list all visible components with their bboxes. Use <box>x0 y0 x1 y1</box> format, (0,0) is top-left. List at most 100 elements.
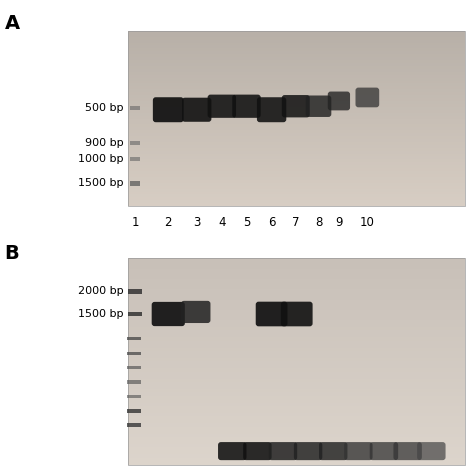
Bar <box>128 313 465 317</box>
Bar <box>128 148 465 151</box>
Bar <box>128 399 465 403</box>
Bar <box>128 92 465 95</box>
Bar <box>128 174 465 177</box>
Bar <box>130 181 140 186</box>
Bar <box>128 430 465 434</box>
Bar <box>128 265 465 269</box>
Bar <box>128 372 465 375</box>
FancyBboxPatch shape <box>393 442 422 460</box>
Text: 10: 10 <box>360 216 375 228</box>
Bar <box>128 72 465 75</box>
Bar <box>128 382 465 385</box>
Bar <box>128 203 465 206</box>
Bar <box>128 159 465 163</box>
Bar <box>128 355 465 358</box>
Bar <box>128 307 465 310</box>
Bar <box>128 46 465 48</box>
Bar <box>128 116 465 118</box>
FancyBboxPatch shape <box>282 95 310 118</box>
Bar <box>128 163 465 165</box>
FancyBboxPatch shape <box>218 442 246 460</box>
Bar <box>128 410 465 413</box>
Bar <box>128 396 465 399</box>
Bar <box>127 395 141 398</box>
FancyBboxPatch shape <box>328 91 350 110</box>
Bar <box>128 440 465 444</box>
Bar <box>128 104 465 107</box>
Bar <box>128 177 465 180</box>
Bar <box>127 409 141 413</box>
Bar <box>128 327 465 330</box>
Bar <box>128 341 465 344</box>
Bar <box>128 89 465 92</box>
Text: 1500 bp: 1500 bp <box>78 309 123 319</box>
Bar <box>128 324 465 327</box>
Bar <box>128 154 465 156</box>
Bar <box>128 300 465 303</box>
Text: B: B <box>5 244 19 263</box>
Text: 9: 9 <box>335 216 343 228</box>
Bar <box>128 83 465 86</box>
Bar <box>128 128 465 130</box>
Bar <box>130 141 140 145</box>
Bar <box>128 180 465 183</box>
Bar <box>128 368 465 372</box>
FancyBboxPatch shape <box>370 442 398 460</box>
Text: 1500 bp: 1500 bp <box>78 178 123 188</box>
Bar <box>128 133 465 136</box>
Bar <box>128 183 465 186</box>
FancyBboxPatch shape <box>417 442 446 460</box>
Bar <box>128 36 465 40</box>
Bar <box>128 145 465 148</box>
Bar <box>128 48 465 51</box>
Bar <box>128 317 465 320</box>
Bar <box>128 66 465 69</box>
Bar <box>128 168 465 171</box>
Bar <box>128 337 465 341</box>
Bar <box>128 78 465 81</box>
Bar <box>128 385 465 389</box>
Bar <box>128 186 465 189</box>
Bar <box>127 337 141 340</box>
Bar <box>127 366 141 369</box>
Text: 4: 4 <box>218 216 226 228</box>
Bar <box>128 310 465 313</box>
Bar <box>128 189 465 191</box>
Bar <box>128 362 465 365</box>
Text: A: A <box>5 14 20 33</box>
Bar <box>128 320 465 324</box>
FancyBboxPatch shape <box>182 98 211 122</box>
Bar <box>128 292 465 296</box>
Bar <box>128 344 465 348</box>
Bar <box>128 40 465 43</box>
Text: 3: 3 <box>193 216 201 228</box>
Bar <box>128 437 465 440</box>
Bar <box>128 136 465 139</box>
Bar <box>128 358 465 362</box>
Bar <box>128 420 465 423</box>
Bar <box>128 458 465 461</box>
Bar <box>128 60 465 63</box>
Bar <box>128 447 465 451</box>
Bar <box>128 194 465 198</box>
FancyBboxPatch shape <box>153 97 183 122</box>
Bar <box>128 69 465 72</box>
Bar <box>128 312 142 316</box>
Bar <box>128 81 465 83</box>
Bar <box>128 34 465 36</box>
Bar <box>128 165 465 168</box>
Bar <box>128 110 465 113</box>
FancyBboxPatch shape <box>319 442 347 460</box>
Bar <box>128 198 465 201</box>
Bar <box>128 57 465 60</box>
Bar <box>128 444 465 447</box>
Bar <box>128 95 465 98</box>
Bar <box>128 283 465 286</box>
Bar <box>128 101 465 104</box>
FancyBboxPatch shape <box>281 301 313 326</box>
Bar <box>128 139 465 142</box>
Bar <box>128 289 465 292</box>
FancyBboxPatch shape <box>257 97 286 122</box>
Bar <box>128 392 465 396</box>
Bar <box>128 279 465 283</box>
